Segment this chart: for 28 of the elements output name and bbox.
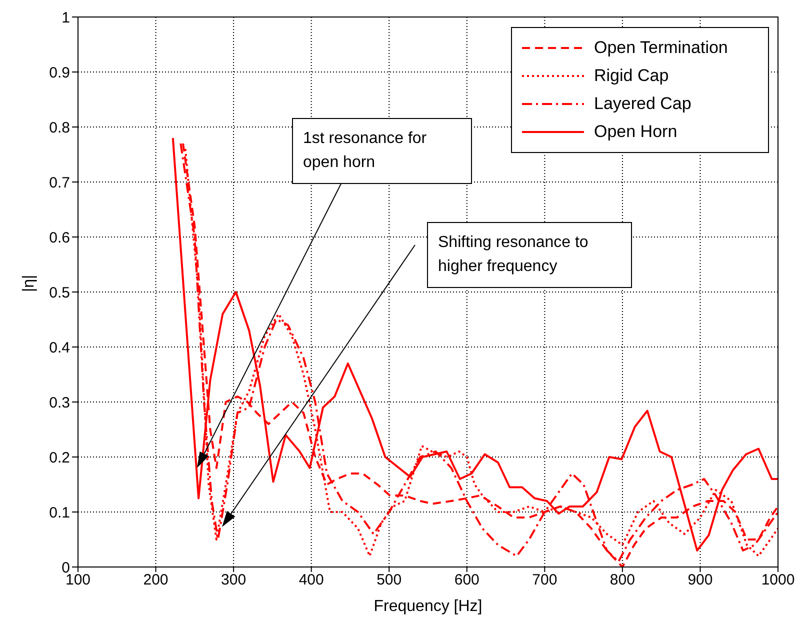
x-tick-label: 700 [532, 572, 558, 589]
x-tick-label: 500 [376, 572, 402, 589]
x-tick-label: 900 [688, 572, 713, 589]
y-tick-label: 1 [62, 9, 70, 26]
x-tick-label: 300 [221, 572, 246, 589]
y-axis-title: |η| [20, 274, 38, 292]
y-tick-label: 0.9 [49, 64, 70, 82]
y-tick-label: 0.8 [49, 119, 70, 136]
y-tick-label: 0.5 [49, 284, 70, 302]
x-axis-title: Frequency [Hz] [374, 598, 482, 615]
x-tick-label: 200 [143, 572, 168, 589]
x-tick-label: 400 [298, 572, 324, 589]
legend-label: Layered Cap [594, 94, 692, 114]
note-box: 1st resonance for open horn [292, 118, 472, 184]
y-tick-label: 0.4 [49, 339, 70, 356]
y-tick-label: 0.6 [49, 229, 70, 246]
x-tick-label: 600 [454, 572, 480, 589]
legend-label: Rigid Cap [594, 66, 669, 86]
x-tick-label: 800 [610, 572, 635, 589]
note-box: Shifting resonance to higher frequency [427, 222, 632, 288]
x-tick-label: 1000 [761, 572, 795, 589]
y-tick-label: 0.7 [49, 174, 70, 192]
legend-label: Open Termination [594, 38, 728, 58]
y-tick-label: 0.2 [49, 449, 70, 466]
y-tick-label: 0.1 [49, 504, 70, 522]
x-tick-label: 100 [65, 572, 91, 589]
y-tick-label: 0.3 [49, 394, 70, 412]
legend-label: Open Horn [594, 122, 678, 142]
